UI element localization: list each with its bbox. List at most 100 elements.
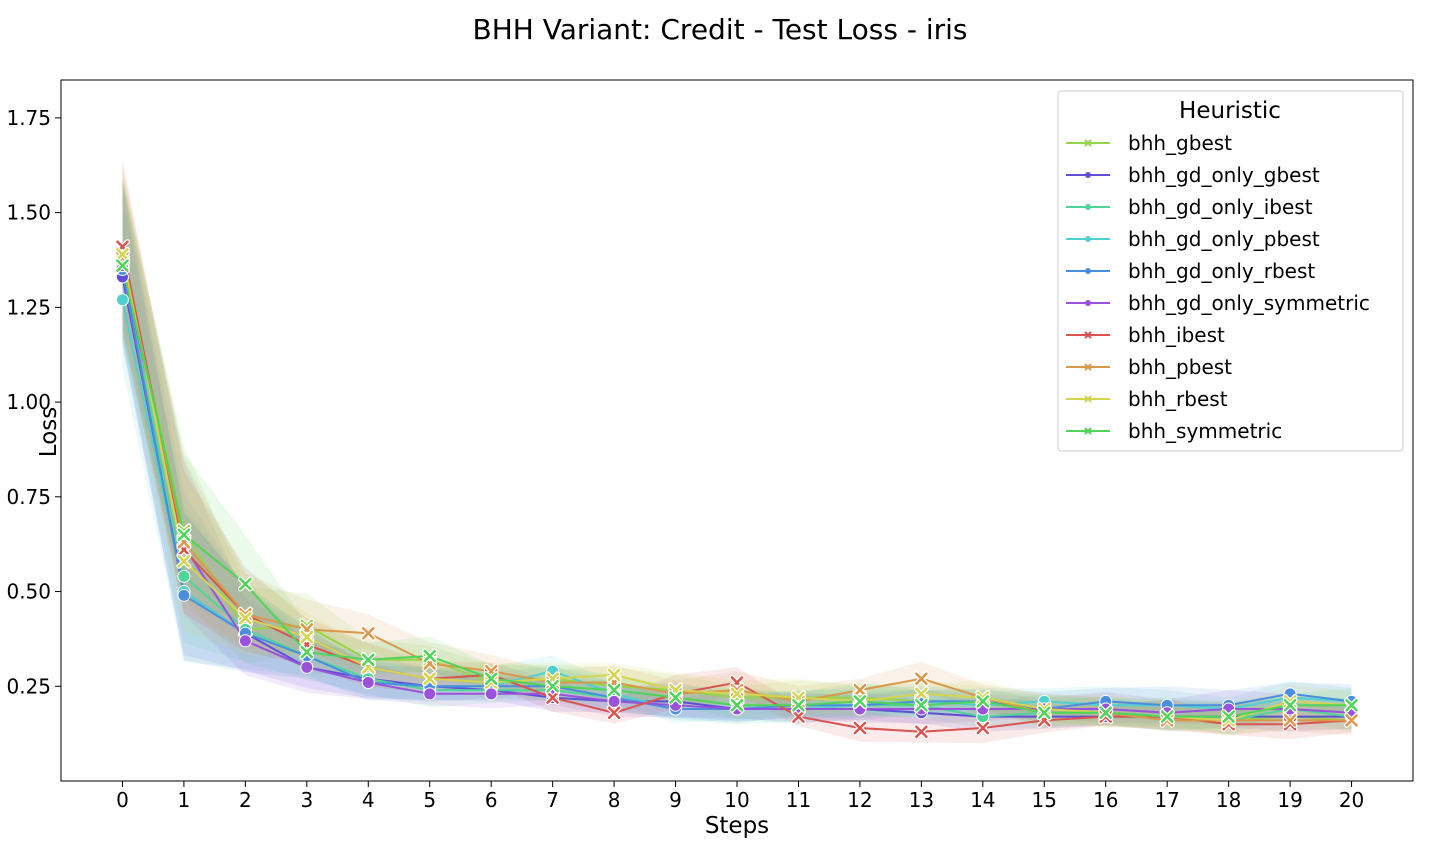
legend-item-bhh_gd_only_symmetric: bhh_gd_only_symmetric	[1066, 291, 1370, 315]
legend-label: bhh_rbest	[1128, 387, 1228, 411]
point-bhh_gd_only_pbest	[115, 293, 129, 307]
legend-marker	[1084, 363, 1092, 371]
point-bhh_rbest	[729, 686, 745, 702]
point-bhh_gd_only_symmetric	[484, 687, 498, 701]
legend-marker	[1085, 300, 1091, 306]
x-tick-label: 18	[1216, 788, 1241, 812]
legend-label: bhh_gd_only_gbest	[1128, 163, 1320, 187]
x-tick-label: 4	[362, 788, 375, 812]
point-bhh_symmetric	[1282, 697, 1298, 713]
legend-label: bhh_symmetric	[1128, 419, 1282, 443]
point-bhh_symmetric	[1344, 697, 1360, 713]
y-tick-label: 1.75	[6, 106, 51, 130]
legend-item-bhh_gbest: bhh_gbest	[1066, 131, 1232, 155]
point-bhh_symmetric	[852, 693, 868, 709]
x-tick-label: 10	[724, 788, 749, 812]
y-tick-label: 1.00	[6, 390, 51, 414]
point-bhh_symmetric	[1098, 705, 1114, 721]
x-tick-label: 13	[909, 788, 934, 812]
x-tick-label: 11	[786, 788, 811, 812]
x-tick-label: 7	[546, 788, 559, 812]
point-bhh_pbest	[1282, 712, 1298, 728]
point-bhh_ibest	[852, 720, 868, 736]
point-bhh_rbest	[299, 629, 315, 645]
legend-label: bhh_pbest	[1128, 355, 1232, 379]
point-bhh_pbest	[852, 682, 868, 698]
point-bhh_symmetric	[360, 652, 376, 668]
x-tick-label: 14	[970, 788, 995, 812]
x-tick-label: 9	[669, 788, 682, 812]
x-tick-label: 20	[1339, 788, 1364, 812]
point-bhh_rbest	[606, 667, 622, 683]
x-tick-label: 6	[485, 788, 498, 812]
point-bhh_gd_only_rbest	[177, 588, 191, 602]
x-tick-label: 0	[116, 788, 129, 812]
legend-label: bhh_gd_only_symmetric	[1128, 291, 1370, 315]
y-tick-label: 0.25	[6, 674, 51, 698]
x-tick-label: 19	[1277, 788, 1302, 812]
legend-marker	[1084, 427, 1092, 435]
x-tick-label: 12	[847, 788, 872, 812]
legend-marker	[1084, 331, 1092, 339]
point-bhh_symmetric	[790, 697, 806, 713]
legend-item-bhh_gd_only_pbest: bhh_gd_only_pbest	[1066, 227, 1320, 251]
legend-marker	[1084, 395, 1092, 403]
legend-item-bhh_pbest: bhh_pbest	[1066, 355, 1232, 379]
legend-marker	[1085, 268, 1091, 274]
point-bhh_symmetric	[1036, 705, 1052, 721]
legend-item-bhh_gd_only_rbest: bhh_gd_only_rbest	[1066, 259, 1315, 283]
point-bhh_gd_only_symmetric	[607, 694, 621, 708]
point-bhh_symmetric	[975, 693, 991, 709]
legend-label: bhh_gd_only_rbest	[1128, 259, 1315, 283]
y-tick-label: 0.50	[6, 580, 51, 604]
point-bhh_ibest	[545, 690, 561, 706]
legend-label: bhh_gbest	[1128, 131, 1232, 155]
point-bhh_symmetric	[176, 527, 192, 543]
legend: Heuristic bhh_gbest bhh_gd_only_gbest bhh_…	[1057, 90, 1404, 452]
point-bhh_rbest	[114, 246, 130, 262]
point-bhh_gd_only_symmetric	[238, 634, 252, 648]
point-bhh_symmetric	[545, 678, 561, 694]
legend-marker	[1085, 236, 1091, 242]
point-bhh_rbest	[237, 610, 253, 626]
point-bhh_pbest	[360, 625, 376, 641]
legend-item-bhh_symmetric: bhh_symmetric	[1066, 419, 1282, 443]
point-bhh_symmetric	[299, 644, 315, 660]
band-bhh_gd_only_rbest	[122, 180, 1352, 723]
point-bhh_gd_only_symmetric	[300, 660, 314, 674]
point-bhh_gd_only_ibest	[177, 569, 191, 583]
band-bhh_gd_only_symmetric	[122, 182, 1352, 725]
point-bhh_ibest	[790, 709, 806, 725]
point-bhh_symmetric	[1159, 709, 1175, 725]
point-bhh_ibest	[913, 724, 929, 740]
legend-title: Heuristic	[1179, 98, 1281, 124]
legend-item-bhh_gd_only_ibest: bhh_gd_only_ibest	[1066, 195, 1313, 219]
y-tick-label: 1.50	[6, 201, 51, 225]
point-bhh_gd_only_symmetric	[423, 687, 437, 701]
legend-marker	[1085, 204, 1091, 210]
point-bhh_symmetric	[1221, 709, 1237, 725]
x-tick-label: 1	[178, 788, 191, 812]
x-tick-label: 15	[1032, 788, 1057, 812]
chart-title: BHH Variant: Credit - Test Loss - iris	[473, 13, 968, 46]
point-bhh_ibest	[606, 705, 622, 721]
point-bhh_symmetric	[729, 697, 745, 713]
point-bhh_pbest	[913, 671, 929, 687]
confidence-bands	[122, 159, 1352, 744]
legend-item-bhh_rbest: bhh_rbest	[1066, 387, 1228, 411]
point-bhh_symmetric	[422, 648, 438, 664]
y-tick-label: 0.75	[6, 485, 51, 509]
x-tick-label: 16	[1093, 788, 1118, 812]
axes: 0 1 2 3 4 5 6 7 8 9 10 11 12 13 14 15 16 17 18 19 200.250.50…	[6, 79, 1414, 812]
x-tick-label: 5	[423, 788, 436, 812]
x-tick-label: 8	[608, 788, 621, 812]
legend-frame	[1057, 90, 1404, 452]
legend-item-bhh_ibest: bhh_ibest	[1066, 323, 1225, 347]
point-bhh_symmetric	[913, 697, 929, 713]
x-axis-label: Steps	[705, 813, 769, 839]
series-markers	[114, 239, 1360, 740]
point-bhh_symmetric	[668, 690, 684, 706]
legend-marker	[1084, 139, 1092, 147]
legend-item-bhh_gd_only_gbest: bhh_gd_only_gbest	[1066, 163, 1320, 187]
